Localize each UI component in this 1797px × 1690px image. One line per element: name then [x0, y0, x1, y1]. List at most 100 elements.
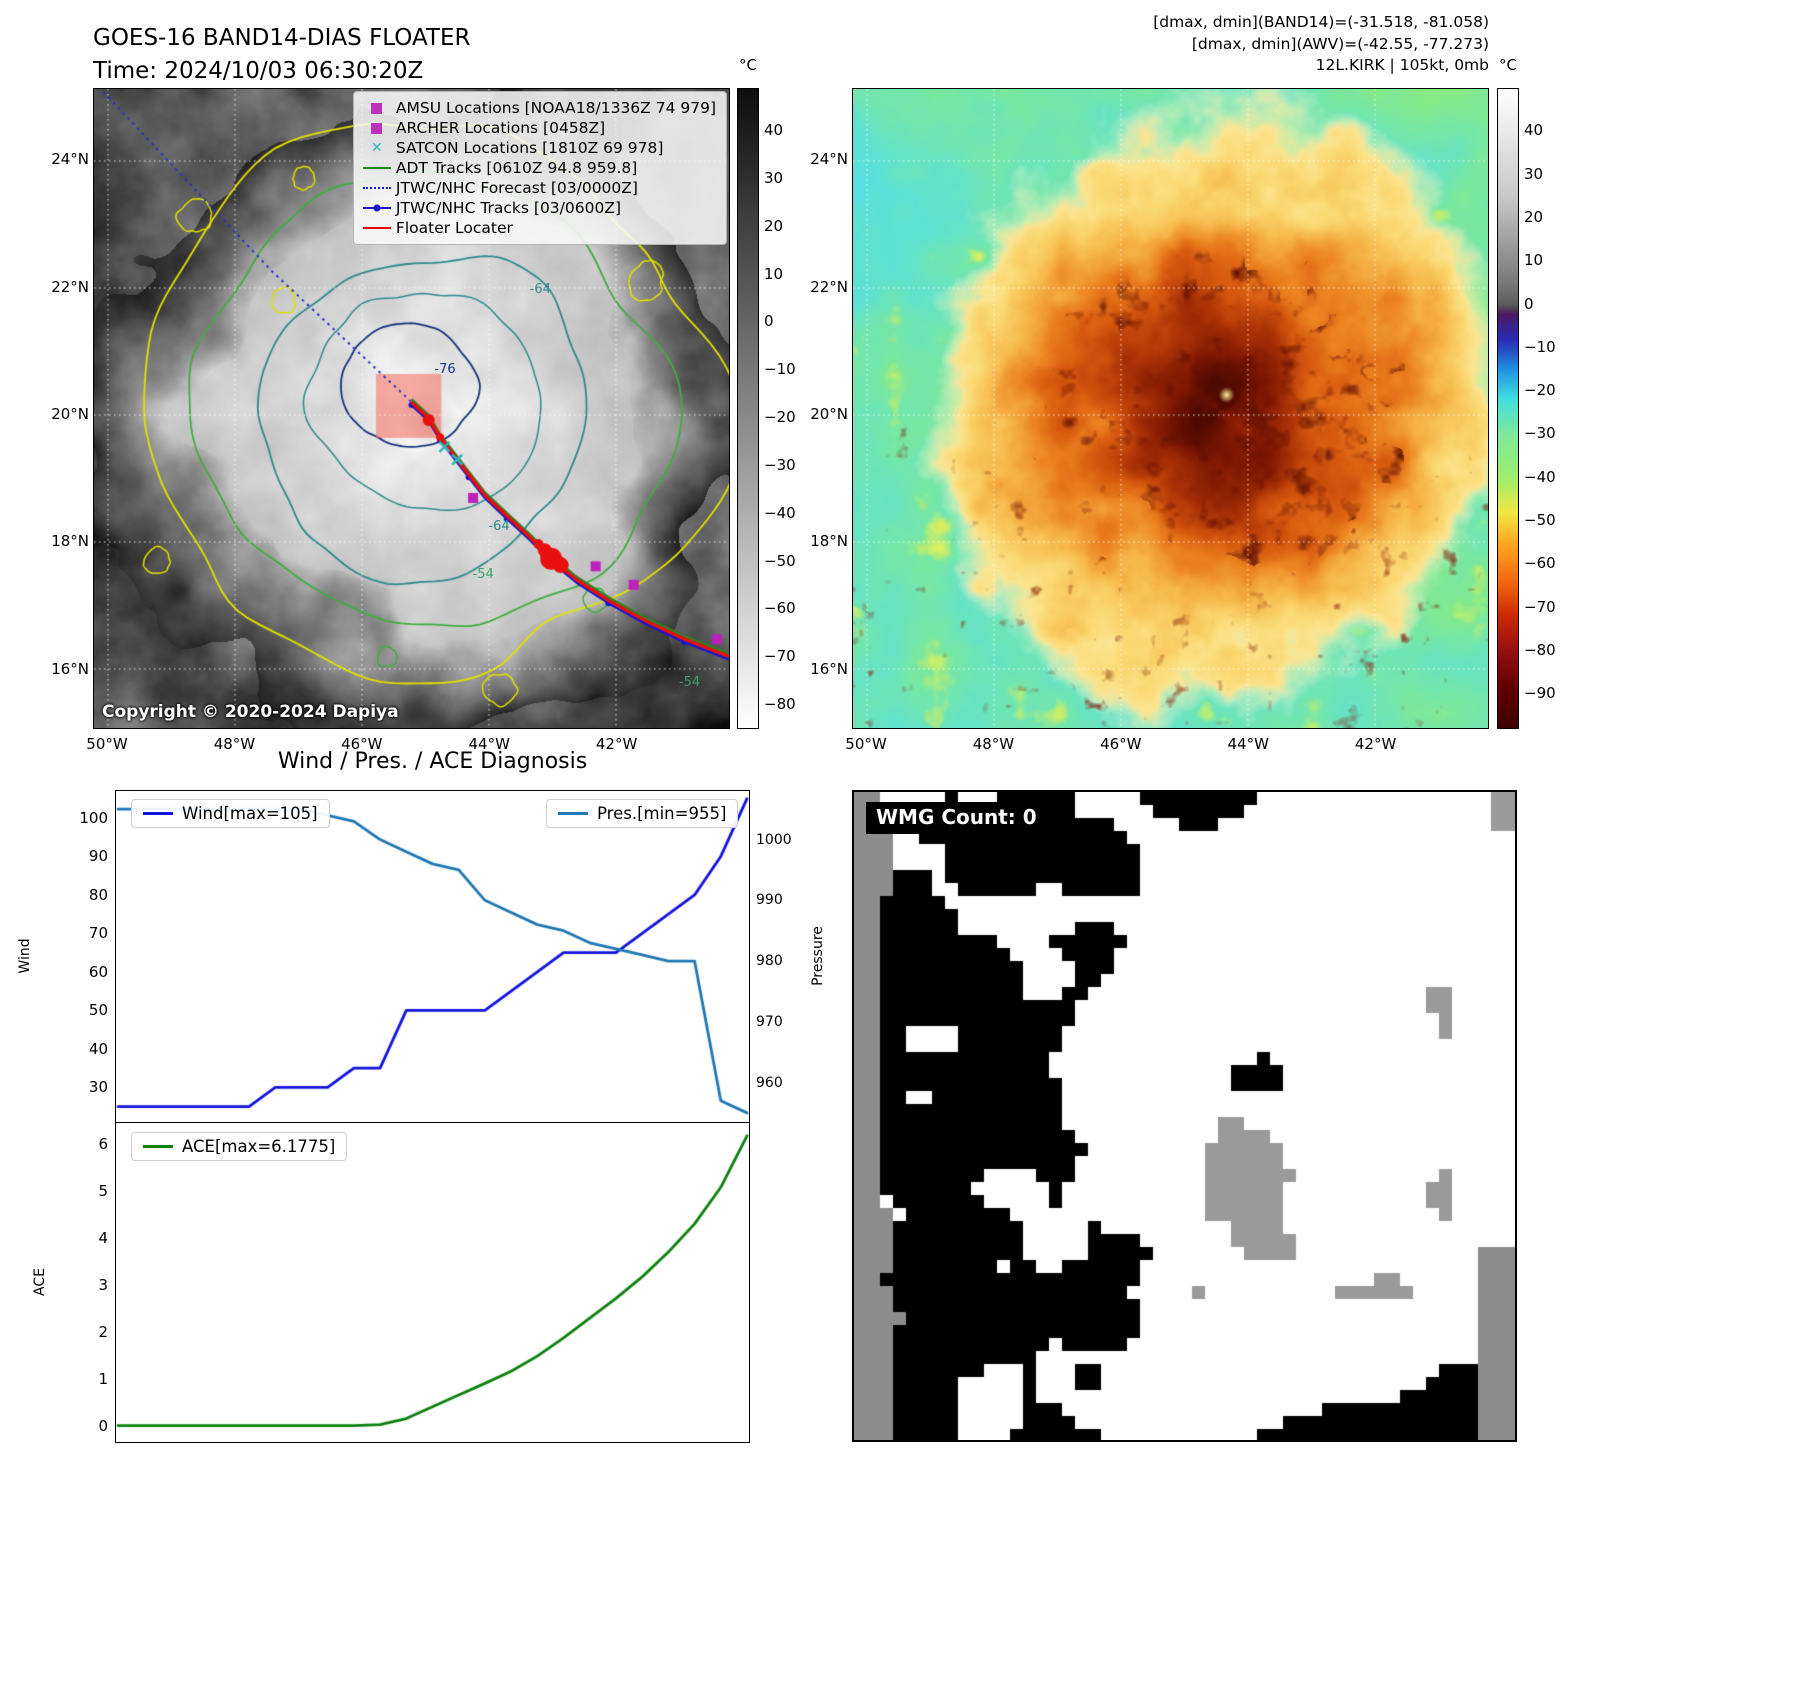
legend-item: ✕ SATCON Locations [1810Z 69 978]	[358, 138, 716, 158]
ace-ytick: 3	[98, 1275, 108, 1294]
copyright-text: Copyright © 2020-2024 Dapiya	[102, 702, 399, 722]
diagnosis-title: Wind / Pres. / ACE Diagnosis	[277, 749, 588, 774]
band14-lon-tick: 44°W	[468, 735, 510, 753]
cbar2-tick: −90	[1524, 684, 1556, 703]
wmg-mask-canvas	[854, 792, 1515, 1440]
awv-annotations: [dmax, dmin](BAND14)=(-31.518, -81.058) …	[1153, 12, 1489, 77]
awv-colorbar-unit: °C	[1499, 56, 1517, 74]
wind-pressure-chart	[115, 790, 750, 1123]
ace-axis-label: ACE	[32, 1268, 48, 1296]
contour-label: -64	[488, 518, 510, 534]
wind-axis-label: Wind	[17, 938, 33, 974]
band14-lat-tick: 22°N	[51, 277, 89, 296]
ace-chart	[115, 1123, 750, 1443]
wind-pressure-canvas	[116, 791, 749, 1122]
pressure-legend-label: Pres.[min=955]	[597, 804, 727, 823]
ace-line-sample-icon	[143, 1145, 173, 1148]
pressure-ytick: 990	[756, 892, 783, 909]
legend-label: JTWC/NHC Forecast [03/0000Z]	[395, 179, 638, 197]
legend-label: JTWC/NHC Tracks [03/0600Z]	[395, 199, 621, 217]
ace-legend-label: ACE[max=6.1775]	[182, 1137, 336, 1156]
band14-title: GOES-16 BAND14-DIAS FLOATER	[93, 25, 471, 51]
cbar1-tick: −70	[764, 647, 796, 666]
ace-ytick: 5	[98, 1182, 108, 1201]
band14-lon-tick: 46°W	[341, 735, 383, 753]
ace-ytick: 0	[98, 1416, 108, 1435]
awv-colorbar	[1497, 88, 1519, 729]
pressure-ytick: 1000	[756, 831, 792, 848]
ace-ytick: 6	[98, 1135, 108, 1154]
cbar1-tick: 0	[764, 312, 774, 331]
contour-label: -64	[529, 282, 551, 298]
dmax-dmin-awv-text: [dmax, dmin](AWV)=(-42.55, -77.273)	[1191, 34, 1489, 53]
wind-ytick: 50	[88, 1001, 108, 1020]
legend-marker-line-dot-icon	[358, 204, 396, 212]
wind-line-sample-icon	[143, 812, 173, 815]
legend-marker-square-icon	[358, 122, 396, 134]
ace-ytick: 1	[98, 1369, 108, 1388]
band14-lat-tick: 18°N	[51, 532, 89, 551]
pressure-ytick: 970	[756, 1013, 783, 1030]
awv-lat-tick: 22°N	[810, 277, 848, 296]
legend-marker-x-icon: ✕	[371, 140, 383, 156]
legend-item: AMSU Locations [NOAA18/1336Z 74 979]	[358, 98, 716, 118]
cbar2-tick: 40	[1524, 121, 1544, 140]
awv-lon-tick: 42°W	[1354, 735, 1397, 753]
pressure-ytick: 980	[756, 953, 783, 970]
wmg-count-label: WMG Count: 0	[866, 802, 1047, 834]
wind-ytick: 100	[79, 808, 108, 827]
cbar2-tick: 30	[1524, 164, 1544, 183]
legend-marker-square-icon	[358, 102, 396, 114]
cbar1-tick: 40	[764, 121, 784, 140]
band14-map: AMSU Locations [NOAA18/1336Z 74 979] ARCH…	[93, 88, 730, 729]
band14-time: Time: 2024/10/03 06:30:20Z	[93, 58, 424, 84]
cbar1-tick: 20	[764, 216, 784, 235]
awv-lon-tick: 44°W	[1227, 735, 1269, 753]
legend-label: SATCON Locations [1810Z 69 978]	[395, 139, 664, 157]
wind-legend-label: Wind[max=105]	[182, 804, 318, 823]
wind-ytick: 70	[88, 924, 108, 943]
ace-ytick: 2	[98, 1322, 108, 1341]
band14-lon-tick: 42°W	[595, 735, 638, 753]
band14-title-block: GOES-16 BAND14-DIAS FLOATER Time: 2024/1…	[93, 22, 471, 88]
cbar2-tick: 20	[1524, 207, 1544, 226]
legend-label: ADT Tracks [0610Z 94.8 959.8]	[395, 159, 638, 177]
cbar2-tick: −30	[1524, 424, 1556, 443]
legend-label: AMSU Locations [NOAA18/1336Z 74 979]	[395, 99, 716, 117]
band14-colorbar	[737, 88, 759, 729]
band14-colorbar-unit: °C	[739, 56, 757, 74]
contour-label: -54	[472, 566, 494, 582]
cbar1-tick: 30	[764, 168, 784, 187]
dmax-dmin-band14-text: [dmax, dmin](BAND14)=(-31.518, -81.058)	[1153, 13, 1489, 31]
legend-item: ARCHER Locations [0458Z]	[358, 118, 716, 138]
awv-map	[852, 88, 1489, 729]
wind-ytick: 60	[88, 962, 108, 981]
cbar2-tick: −10	[1524, 337, 1556, 356]
wind-ytick: 90	[88, 847, 108, 866]
awv-lat-tick: 24°N	[810, 150, 848, 169]
cbar1-tick: −60	[764, 599, 796, 618]
awv-lon-tick: 46°W	[1100, 735, 1142, 753]
ace-ytick: 4	[98, 1228, 108, 1247]
legend-marker-dotted-icon	[358, 187, 396, 189]
legend-marker-line-icon	[358, 227, 396, 229]
cbar2-tick: −70	[1524, 597, 1556, 616]
contour-label: -76	[434, 362, 456, 378]
legend-item: Floater Locater	[358, 218, 716, 238]
band14-lon-tick: 50°W	[86, 735, 128, 753]
ace-legend: ACE[max=6.1775]	[131, 1132, 348, 1161]
storm-intensity-label: 12L.KIRK | 105kt, 0mb	[1315, 56, 1489, 74]
legend-item: JTWC/NHC Forecast [03/0000Z]	[358, 178, 716, 198]
cbar1-tick: −20	[764, 408, 796, 427]
awv-lon-tick: 48°W	[972, 735, 1015, 753]
band14-legend: AMSU Locations [NOAA18/1336Z 74 979] ARCH…	[352, 91, 727, 245]
legend-label: Floater Locater	[395, 219, 513, 237]
legend-label: ARCHER Locations [0458Z]	[395, 119, 606, 137]
awv-lat-tick: 20°N	[810, 405, 848, 424]
awv-satellite-canvas	[853, 89, 1488, 728]
awv-lon-tick: 50°W	[845, 735, 887, 753]
cbar2-tick: −50	[1524, 511, 1556, 530]
wmg-panel: WMG Count: 0	[852, 790, 1517, 1442]
awv-lat-tick: 18°N	[810, 532, 848, 551]
